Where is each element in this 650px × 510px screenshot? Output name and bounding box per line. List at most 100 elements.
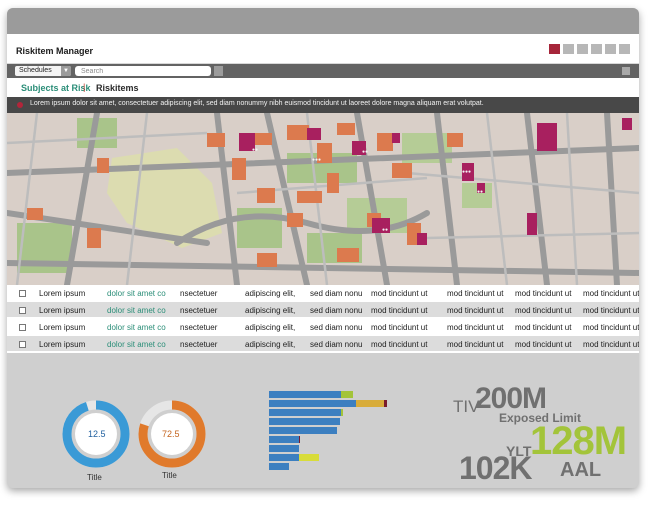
chevron-down-icon[interactable]: ▼	[61, 66, 71, 76]
row-checkbox[interactable]	[19, 341, 26, 348]
donut-chart-1[interactable]	[60, 398, 132, 470]
bar-6-segment-0[interactable]	[269, 445, 299, 452]
table-cell-link[interactable]: dolor sit amet co	[107, 289, 166, 298]
window-button-5[interactable]	[605, 44, 616, 54]
svg-text:●●: ●●	[382, 227, 388, 233]
table-cell: adipiscing elit,	[245, 289, 296, 298]
table-cell: mod tincidunt ut	[583, 289, 639, 298]
schedules-dropdown[interactable]: Schedules ▼	[15, 66, 71, 76]
table-row[interactable]: Lorem ipsum dolor sit amet co nsectetuer…	[7, 302, 639, 319]
dashboard-panel: 12.5 Title 72.5 Title TIV 200M Exposed L…	[7, 363, 639, 488]
title-bar: Riskitem Manager	[7, 34, 639, 64]
table-cell: Lorem ipsum	[39, 306, 86, 315]
bar-4-segment-0[interactable]	[269, 427, 337, 434]
row-checkbox[interactable]	[19, 307, 26, 314]
app-title: Riskitem Manager	[16, 46, 94, 56]
tab-riskitems[interactable]: Riskitems	[96, 83, 139, 93]
donut-1-value: 12.5	[88, 429, 106, 439]
bar-7-segment-1[interactable]	[299, 454, 319, 461]
bar-5-segment-1[interactable]	[299, 436, 300, 443]
search-input[interactable]	[75, 66, 211, 76]
bar-2-segment-1[interactable]	[341, 409, 343, 416]
table-cell: mod tincidunt ut	[447, 289, 504, 298]
kpi-tiv-label: TIV	[453, 397, 480, 416]
table-row[interactable]: Lorem ipsum dolor sit amet co nsectetuer…	[7, 336, 639, 353]
table-cell: mod tincidunt ut	[583, 323, 639, 332]
donut-1-title: Title	[87, 473, 102, 482]
bar-0-segment-0[interactable]	[269, 391, 341, 398]
map-view[interactable]: ●● ●●● ●● ●●● ●● ●●	[7, 113, 639, 285]
window-button-3[interactable]	[577, 44, 588, 54]
window-buttons	[549, 44, 630, 54]
tab-bar: Subjects at Risk | Riskitems	[7, 78, 639, 97]
bar-3-segment-0[interactable]	[269, 418, 340, 425]
window-button-4[interactable]	[591, 44, 602, 54]
tab-subjects-at-risk[interactable]: Subjects at Risk	[21, 83, 91, 93]
bar-chart[interactable]	[269, 391, 399, 475]
svg-text:●●: ●●	[362, 149, 368, 155]
window-top-band	[7, 8, 639, 34]
row-checkbox[interactable]	[19, 290, 26, 297]
close-button[interactable]	[549, 44, 560, 54]
table-cell: mod tincidunt ut	[583, 340, 639, 349]
donut-2-title: Title	[162, 471, 177, 480]
svg-text:●●●: ●●●	[462, 169, 471, 175]
table-cell: mod tincidunt ut	[515, 289, 572, 298]
table-cell-link[interactable]: dolor sit amet co	[107, 306, 166, 315]
kpi-ylt-value: 128M	[530, 419, 627, 463]
table-cell-link[interactable]: dolor sit amet co	[107, 340, 166, 349]
alert-bar: Lorem ipsum dolor sit amet, consectetuer…	[7, 97, 639, 113]
table-cell: mod tincidunt ut	[371, 323, 428, 332]
app-window: Riskitem Manager Schedules ▼ Subjects at…	[7, 8, 639, 488]
table-row[interactable]: Lorem ipsum dolor sit amet co nsectetuer…	[7, 285, 639, 302]
alert-text: Lorem ipsum dolor sit amet, consectetuer…	[30, 100, 484, 107]
search-button[interactable]	[214, 66, 223, 76]
donut-1-arc	[62, 400, 130, 468]
table-cell: mod tincidunt ut	[371, 306, 428, 315]
table-cell: mod tincidunt ut	[371, 289, 428, 298]
row-checkbox[interactable]	[19, 324, 26, 331]
table-cell: mod tincidunt ut	[447, 323, 504, 332]
donut-2-value: 72.5	[162, 429, 180, 439]
table-row[interactable]: Lorem ipsum dolor sit amet co nsectetuer…	[7, 319, 639, 336]
table-cell-link[interactable]: dolor sit amet co	[107, 323, 166, 332]
bar-8-segment-0[interactable]	[269, 463, 289, 470]
table-cell: Lorem ipsum	[39, 340, 86, 349]
svg-text:●●●: ●●●	[312, 157, 321, 163]
table-cell: mod tincidunt ut	[371, 340, 428, 349]
table-cell: mod tincidunt ut	[447, 340, 504, 349]
donut-chart-2[interactable]	[136, 398, 208, 470]
table-cell: mod tincidunt ut	[583, 306, 639, 315]
table-cell: sed diam nonu	[310, 323, 363, 332]
bar-5-segment-0[interactable]	[269, 436, 299, 443]
bar-1-segment-1[interactable]	[356, 400, 384, 407]
table-cell: sed diam nonu	[310, 306, 363, 315]
table-cell: sed diam nonu	[310, 289, 363, 298]
window-button-6[interactable]	[619, 44, 630, 54]
toolbar-square-button[interactable]	[622, 67, 630, 75]
donut-1-hole	[75, 413, 117, 455]
table-cell: Lorem ipsum	[39, 289, 86, 298]
svg-text:●●: ●●	[477, 189, 483, 195]
table-cell: nsectetuer	[180, 289, 218, 298]
bar-2-segment-0[interactable]	[269, 409, 341, 416]
table-cell: mod tincidunt ut	[447, 306, 504, 315]
table-cell: adipiscing elit,	[245, 306, 296, 315]
kpi-tiv-value: 200M	[475, 382, 547, 415]
table-cell: nsectetuer	[180, 306, 218, 315]
table-cell: mod tincidunt ut	[515, 340, 572, 349]
alert-dot-icon	[17, 102, 23, 108]
tab-separator: |	[83, 82, 86, 92]
bar-7-segment-0[interactable]	[269, 454, 299, 461]
window-button-2[interactable]	[563, 44, 574, 54]
bar-0-segment-1[interactable]	[341, 391, 353, 398]
donut-2-hole	[151, 413, 193, 455]
bar-1-segment-0[interactable]	[269, 400, 356, 407]
search-bar: Schedules ▼	[7, 64, 639, 78]
table-cell: Lorem ipsum	[39, 323, 86, 332]
kpi-aal-label: AAL	[560, 459, 602, 481]
donut-2-arc	[138, 400, 206, 468]
bar-1-segment-2[interactable]	[384, 400, 387, 407]
table-cell: adipiscing elit,	[245, 340, 296, 349]
table-cell: nsectetuer	[180, 340, 218, 349]
